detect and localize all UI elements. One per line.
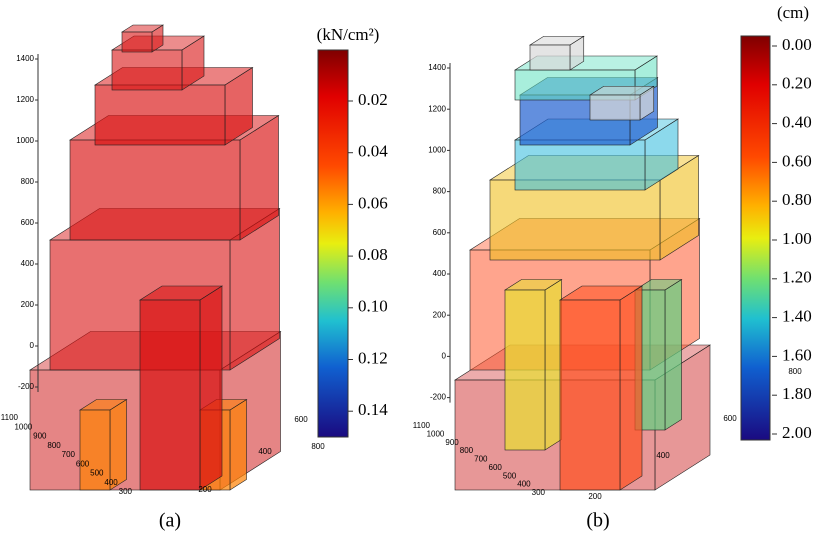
z-tick-label: 200 [21,300,35,309]
x-tick-label: 600 [294,415,308,424]
colorbar-unit: (kN/cm²) [317,25,380,44]
block-front [559,299,621,491]
block-side [664,278,682,431]
y-tick-label: 400 [104,478,118,487]
colorbar [317,49,349,438]
colorbar-tick-label: 1.20 [782,268,812,287]
colorbar-tick-label: 1.00 [782,229,812,248]
x-tick-label: 800 [788,367,802,376]
block-front [69,139,241,241]
block-side [619,285,643,491]
block-front [79,409,111,491]
colorbar-tick-label: 1.60 [782,345,812,364]
colorbar-tick-label: 0.02 [358,90,388,109]
block-front [529,44,571,71]
y-tick-label: 800 [460,446,474,455]
block-side [544,278,562,451]
z-tick-label: 800 [21,177,35,186]
colorbar-tick-label: 1.80 [782,384,812,403]
x-tick-label: 200 [198,485,212,494]
colorbar-tick-label: 0.12 [358,348,388,367]
panel-label: (a) [159,510,181,532]
y-tick-label: 1100 [1,413,19,422]
z-tick-label: 600 [433,228,447,237]
x-tick-label: 200 [588,492,602,501]
block-side [229,398,247,491]
x-tick-label: 400 [656,451,670,460]
y-tick-label: 900 [445,438,459,447]
colorbar-tick-label: 0.06 [358,193,388,212]
colorbar-unit: (cm) [777,3,809,22]
y-tick-label: 600 [76,459,90,468]
z-tick-label: 1400 [428,63,446,72]
block-front [589,94,641,121]
block-front [139,299,201,491]
y-tick-label: 800 [47,441,61,450]
y-tick-label: 500 [503,471,517,480]
y-tick-label: 700 [474,455,488,464]
colorbar-tick-label: 0.08 [358,245,388,264]
z-tick-label: 1200 [16,95,34,104]
z-tick-label: 1000 [428,146,446,155]
block-side [199,285,223,491]
y-tick-label: 300 [119,487,133,496]
z-tick-label: 1400 [16,54,34,63]
z-tick-label: 1000 [16,136,34,145]
colorbar-tick-label: 0.80 [782,190,812,209]
panel-label: (b) [586,510,609,532]
y-tick-label: 300 [532,488,546,497]
z-tick-label: 400 [433,269,447,278]
z-tick-label: -200 [18,382,35,391]
z-tick-label: 200 [433,310,447,319]
y-tick-label: 1100 [413,421,431,430]
y-tick-label: 500 [90,469,104,478]
colorbar-tick-label: 0.10 [358,297,388,316]
colorbar-tick-label: 0.14 [358,400,388,419]
x-tick-label: 600 [723,414,737,423]
x-tick-label: 800 [311,442,325,451]
colorbar-tick-label: 0.60 [782,151,812,170]
colorbar-tick-label: 0.04 [358,142,388,161]
block-front [504,289,546,451]
y-tick-label: 400 [517,480,531,489]
colorbar-tick-label: 0.20 [782,74,812,93]
colorbar-tick-label: 2.00 [782,423,812,442]
y-tick-label: 1000 [14,422,32,431]
z-tick-label: 400 [21,259,35,268]
colorbar-tick-label: 0.40 [782,113,812,132]
z-tick-label: -200 [430,393,447,402]
colorbar [740,35,771,441]
y-tick-label: 1000 [427,429,445,438]
colorbar-tick-label: 1.40 [782,307,812,326]
z-tick-label: 0 [30,341,35,350]
z-tick-label: 1200 [428,104,446,113]
y-tick-label: 700 [62,450,76,459]
block-side [109,398,127,491]
colorbar-tick-label: 0.00 [782,35,812,54]
block-front [514,139,646,191]
x-tick-label: 400 [258,447,272,456]
z-tick-label: 0 [442,352,447,361]
block-front [94,84,226,146]
block-front [111,49,183,91]
y-tick-label: 600 [489,463,503,472]
structure-render [28,24,712,491]
block-front [489,179,661,261]
z-tick-label: 600 [21,218,35,227]
block-front [121,31,153,53]
z-tick-label: 800 [433,187,447,196]
y-tick-label: 900 [33,432,47,441]
